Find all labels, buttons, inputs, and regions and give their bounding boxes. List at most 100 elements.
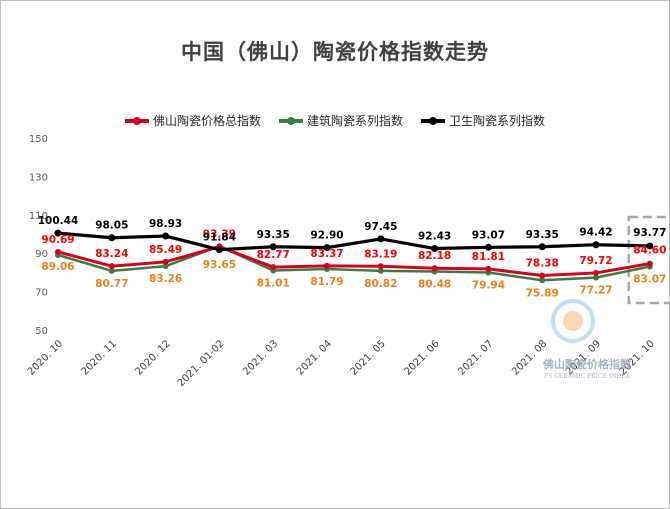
data-label: 81.01: [257, 277, 290, 289]
data-label: 89.06: [41, 261, 74, 273]
series-2-point: [215, 246, 223, 254]
data-label: 80.48: [418, 278, 451, 290]
series-0-point: [485, 265, 492, 272]
y-tick-label: 130: [29, 172, 48, 183]
series-0-point: [593, 269, 599, 276]
series-2-point: [377, 235, 385, 243]
data-label: 92.43: [418, 231, 451, 243]
legend-label-building: 建筑陶瓷系列指数: [306, 114, 403, 128]
series-0-point: [162, 258, 169, 265]
legend-entry-sanitary: 卫生陶瓷系列指数: [421, 112, 545, 129]
x-tick-label: 2020. 11: [80, 338, 119, 377]
legend-entry-building: 建筑陶瓷系列指数: [278, 112, 403, 129]
x-tick-label: 2021. 01-02: [176, 338, 227, 389]
x-tick-label: 2021. 07: [456, 338, 495, 377]
y-tick-label: 110: [29, 211, 48, 222]
highlight-box: [627, 215, 670, 305]
data-label: 81.81: [472, 251, 505, 263]
series-2-point: [323, 244, 331, 252]
series-2-point: [54, 229, 62, 237]
data-label: 83.19: [364, 248, 397, 260]
series-0-point: [108, 263, 115, 270]
series-2-point: [162, 232, 170, 240]
data-label: 83.24: [95, 248, 128, 260]
watermark-sub-text: FS CERAMIC PRICE INDEX: [544, 373, 630, 380]
x-tick-label: 2021. 04: [295, 338, 334, 377]
data-label: 93.35: [526, 229, 559, 241]
data-label: 77.27: [579, 285, 612, 297]
data-label: 93.39: [203, 229, 236, 241]
data-label: 93.07: [472, 229, 505, 241]
legend-label-total: 佛山陶瓷价格总指数: [152, 114, 261, 128]
data-label: 79.94: [472, 280, 505, 292]
y-tick-label: 150: [29, 134, 48, 145]
series-0-point: [270, 264, 277, 271]
data-label: 91.84: [203, 232, 236, 244]
series-1-point: [539, 277, 546, 284]
series-0-point: [324, 262, 330, 269]
data-label: 79.72: [579, 255, 612, 267]
chart-legend: 佛山陶瓷价格总指数 建筑陶瓷系列指数 卫生陶瓷系列指数: [0, 112, 670, 129]
data-label: 80.77: [95, 278, 128, 290]
y-tick-label: 50: [35, 326, 48, 337]
data-label: 82.18: [418, 250, 451, 262]
x-tick-label: 2021. 03: [241, 338, 280, 377]
data-label: 94.42: [579, 227, 612, 239]
data-label: 85.49: [149, 244, 182, 256]
data-label: 75.89: [526, 287, 559, 299]
legend-swatch-total: [124, 116, 149, 125]
data-label: 82.77: [257, 249, 290, 261]
data-label: 84.60: [633, 245, 666, 257]
series-2-point: [592, 241, 600, 249]
x-tick-label: 2020. 10: [26, 338, 65, 377]
x-tick-label: 2021. 05: [349, 338, 388, 377]
series-2-point: [646, 242, 654, 250]
legend-label-sanitary: 卫生陶瓷系列指数: [449, 114, 546, 128]
legend-swatch-building: [278, 116, 303, 125]
data-label: 83.07: [633, 274, 666, 286]
data-label: 80.82: [364, 278, 397, 290]
series-2-point: [484, 243, 492, 251]
series-2-point: [269, 243, 277, 251]
x-tick-label: 2020. 12: [133, 338, 172, 377]
data-label: 93.35: [257, 229, 290, 241]
data-label: 98.05: [95, 220, 128, 232]
series-1-point: [108, 267, 115, 274]
series-0-point: [377, 263, 384, 270]
series-2-point: [108, 234, 116, 242]
x-tick-label: 2021. 06: [402, 338, 441, 377]
series-0-point: [539, 272, 546, 279]
data-label: 92.90: [310, 230, 343, 242]
data-label: 100.44: [38, 215, 79, 227]
data-label: 90.69: [41, 234, 74, 246]
series-line-1: [57, 244, 651, 282]
series-2-point: [431, 245, 439, 253]
series-line-2: [57, 231, 650, 252]
y-tick-label: 90: [35, 249, 48, 260]
watermark-logo-core-icon: [563, 311, 583, 331]
series-1-point: [593, 274, 599, 281]
series-line-0: [57, 245, 651, 278]
data-label: 83.26: [149, 273, 182, 285]
data-label: 97.45: [364, 221, 397, 233]
series-1-point: [377, 267, 384, 274]
data-label: 81.79: [310, 276, 343, 288]
data-label: 78.38: [526, 258, 559, 270]
y-tick-label: 70: [35, 288, 48, 299]
legend-entry-total: 佛山陶瓷价格总指数: [124, 112, 261, 129]
series-0-point: [55, 248, 61, 255]
series-2-point: [538, 243, 546, 251]
series-0-point: [646, 260, 653, 267]
data-label: 93.77: [633, 227, 666, 239]
data-label: 98.93: [149, 218, 182, 230]
watermark-logo-icon: [551, 299, 595, 343]
chart-title: 中国（佛山）陶瓷价格指数走势: [181, 39, 489, 64]
series-1-point: [162, 263, 169, 270]
watermark: 佛山陶瓷价格指数 FS CERAMIC PRICE INDEX: [532, 356, 642, 380]
series-0-point: [431, 265, 438, 272]
data-label: 93.65: [203, 259, 236, 271]
data-label: 83.37: [310, 248, 343, 260]
legend-swatch-sanitary: [421, 116, 445, 125]
